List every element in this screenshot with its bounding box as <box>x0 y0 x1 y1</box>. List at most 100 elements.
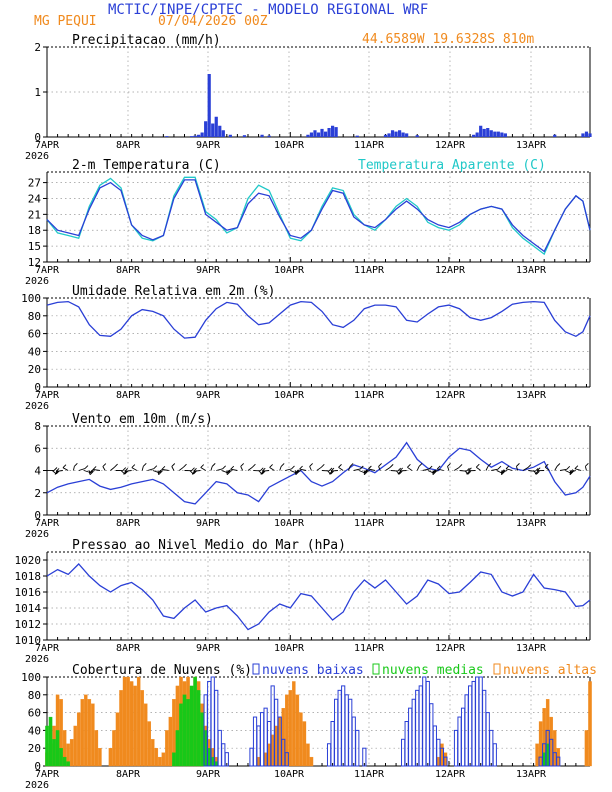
main-title: MCTIC/INPE/CPTEC - MODELO REGIONAL WRF <box>108 2 428 18</box>
precip-bar <box>581 133 585 137</box>
cloud-bar <box>415 689 420 767</box>
y-tick-label: 6 <box>34 442 41 455</box>
panel-title: Vento em 10m (m/s) <box>72 412 213 427</box>
precip-bar <box>496 131 500 137</box>
wind-barb-flag <box>320 463 325 468</box>
wind-barb-flag <box>466 470 470 475</box>
x-tick-label: 11APR <box>354 265 385 276</box>
cloud-bar <box>309 756 314 767</box>
wind-barb <box>309 466 312 471</box>
cloud-bar <box>193 676 197 767</box>
precip-bar <box>479 125 483 137</box>
x-tick-label: 11APR <box>354 140 385 151</box>
wind-barb-flag <box>193 470 197 475</box>
cloud-bar <box>115 712 120 767</box>
wind-barb-flag <box>230 465 235 470</box>
panel-title: Precipitacao (mm/h) <box>72 33 221 48</box>
precip-bar <box>387 133 391 137</box>
cloud-bar <box>143 703 148 767</box>
cloud-bar <box>84 694 88 767</box>
wind-barb-flag <box>84 465 89 469</box>
x-year-label: 2026 <box>25 151 49 162</box>
wind-barb <box>110 466 115 471</box>
panel-title: 2-m Temperatura (C) <box>72 158 221 173</box>
wind-barb <box>55 470 63 472</box>
precip-bar <box>327 128 331 137</box>
x-tick-label: 8APR <box>116 769 141 780</box>
wind-barb <box>262 470 270 472</box>
wind-barb-flag <box>161 465 166 470</box>
wind-barb <box>284 468 292 471</box>
y-tick-label: 40 <box>28 724 41 737</box>
cloud-bar <box>468 685 473 767</box>
x-tick-label: 10APR <box>274 265 305 276</box>
wind-barb <box>216 468 223 471</box>
cloud-bar <box>284 752 289 767</box>
wind-barb <box>416 466 420 471</box>
y-tick-label: 1018 <box>15 570 42 583</box>
cloud-bar <box>422 676 427 767</box>
cloud-bar <box>489 729 494 767</box>
cloud-bar <box>330 721 335 767</box>
cloud-bar <box>492 743 497 767</box>
y-tick-label: 60 <box>28 707 41 720</box>
wind-barb-flag <box>359 465 364 470</box>
series-line <box>46 563 591 631</box>
y-tick-label: 80 <box>28 689 41 702</box>
cloud-bar <box>432 725 437 767</box>
wind-barb <box>569 470 577 474</box>
y-tick-label: 20 <box>28 742 41 755</box>
wind-barb-flag <box>505 465 510 470</box>
precip-bar <box>193 135 197 137</box>
x-tick-label: 11APR <box>354 390 385 401</box>
cloud-bar <box>249 747 254 767</box>
cloud-bar <box>302 721 307 767</box>
cloud-bar <box>76 712 81 767</box>
wind-barb-flag <box>458 464 463 468</box>
x-tick-label: 13APR <box>516 518 547 529</box>
cloud-bar <box>172 752 176 767</box>
wind-barb <box>407 466 413 471</box>
x-tick-label: 12APR <box>435 643 466 654</box>
precip-bar <box>316 132 321 137</box>
cloud-bar <box>80 699 85 767</box>
x-tick-label: 7APR <box>35 265 60 276</box>
wind-barb-flag <box>556 463 561 467</box>
wind-barb-flag <box>338 464 342 468</box>
x-tick-label: 9APR <box>196 140 221 151</box>
precip-bar <box>553 134 557 137</box>
cloud-bar <box>200 712 204 767</box>
wind-barb-flag <box>397 467 402 472</box>
wind-barb <box>316 466 322 471</box>
wind-barb-flag <box>585 463 589 467</box>
wind-barb-flag <box>226 471 231 476</box>
wind-barb-flag <box>295 471 300 476</box>
y-tick-label: 15 <box>28 240 41 253</box>
wind-barb <box>422 468 430 471</box>
precip-bar <box>405 133 409 137</box>
cloud-bar <box>108 748 113 767</box>
cloud-bar <box>411 698 416 767</box>
wind-barb <box>378 466 381 471</box>
x-tick-label: 13APR <box>516 265 547 276</box>
wind-barb <box>141 466 144 471</box>
cloud-bar <box>299 712 303 767</box>
y-tick-label: 1 <box>34 86 41 99</box>
cloud-bar <box>140 690 144 767</box>
x-tick-label: 8APR <box>116 390 141 401</box>
x-tick-label: 11APR <box>354 769 385 780</box>
wind-barb-flag <box>330 467 335 472</box>
cloud-bar <box>453 729 459 767</box>
precip-bar <box>218 125 222 137</box>
x-tick-label: 9APR <box>196 265 221 276</box>
y-tick-label: 1010 <box>15 634 42 647</box>
x-tick-label: 8APR <box>116 265 141 276</box>
wind-barb <box>574 468 582 471</box>
cloud-bar <box>45 725 49 767</box>
precip-bar <box>211 123 215 137</box>
y-tick-label: 1016 <box>15 586 42 599</box>
panel-title: Umidade Relativa em 2m (%) <box>72 284 276 299</box>
precip-bar <box>221 130 225 137</box>
y-tick-label: 20 <box>28 363 41 376</box>
panel-1: 0 1 2 7APR 8APR 9APR 10APR 11APR 12APR 13APR 2026 P… <box>25 33 592 162</box>
